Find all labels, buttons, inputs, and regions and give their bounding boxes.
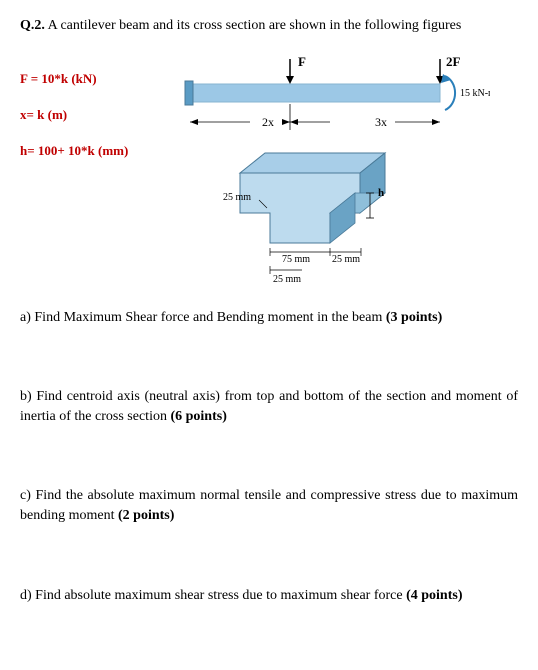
sub-c-pts: (2 points) [118,508,174,523]
question-header: Q.2. A cantilever beam and its cross sec… [20,16,518,36]
sub-d-label: d) [20,588,32,603]
param-x: x= k (m) [20,106,160,124]
label-h: h [378,187,384,199]
sub-d: d) Find absolute maximum shear stress du… [20,586,518,606]
label-F: F [298,54,306,69]
beam-diagram: F 2F 15 kN-m 2x 3x [170,54,490,144]
label-25mm-left: 25 mm [223,192,251,203]
label-moment: 15 kN-m [460,88,490,99]
sub-b-text: Find centroid axis (neutral axis) from t… [20,389,518,424]
param-F: F = 10*k (kN) [20,70,160,88]
sub-b-pts: (6 points) [170,409,226,424]
sub-a-label: a) [20,310,31,325]
sub-b: b) Find centroid axis (neutral axis) fro… [20,387,518,426]
question-number: Q.2. [20,18,45,33]
label-2F: 2F [446,54,461,69]
diagrams: F 2F 15 kN-m 2x 3x [170,54,518,288]
sub-d-pts: (4 points) [406,588,462,603]
param-h: h= 100+ 10*k (mm) [20,142,160,160]
sub-b-label: b) [20,389,32,404]
sub-a-text: Find Maximum Shear force and Bending mom… [31,310,386,325]
sub-a: a) Find Maximum Shear force and Bending … [20,308,518,328]
sub-d-text: Find absolute maximum shear stress due t… [32,588,406,603]
cross-section-diagram: 25 mm h 75 mm 25 mm 25 mm [215,148,445,288]
label-2x: 2x [262,115,274,129]
label-25mm-right: 25 mm [332,254,360,265]
figure-row: F = 10*k (kN) x= k (m) h= 100+ 10*k (mm)… [20,54,518,288]
label-25mm-bottom: 25 mm [273,274,301,285]
label-3x: 3x [375,115,387,129]
sub-a-pts: (3 points) [386,310,442,325]
question-text: A cantilever beam and its cross section … [45,18,461,33]
sub-c-text: Find the absolute maximum normal tensile… [20,488,518,523]
label-75mm: 75 mm [282,254,310,265]
sub-c: c) Find the absolute maximum normal tens… [20,486,518,525]
sub-c-label: c) [20,488,31,503]
parameters: F = 10*k (kN) x= k (m) h= 100+ 10*k (mm) [20,54,170,171]
